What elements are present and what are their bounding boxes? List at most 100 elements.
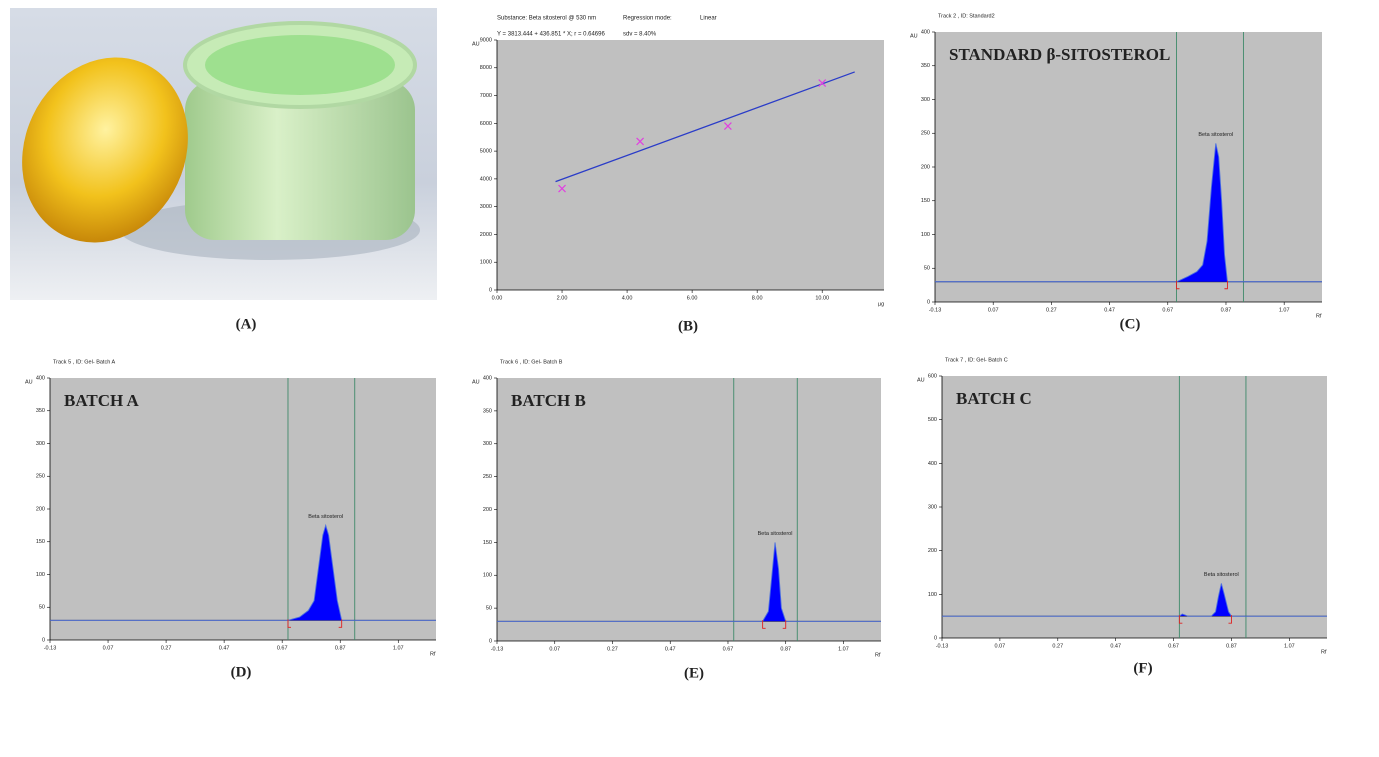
y-tick-label: 300: [921, 97, 930, 103]
y-tick-label: 100: [928, 592, 937, 598]
peak-label: Beta sitosterol: [758, 531, 793, 537]
header-text: sdv = 8.40%: [623, 32, 657, 38]
header-text: Y = 3813.444 + 436.851 * X; r = 0.64696: [497, 32, 605, 38]
integration-bracket: [762, 620, 766, 629]
y-tick-label: 7000: [480, 93, 492, 99]
y-tick-label: 0: [927, 299, 930, 305]
x-tick-label: 0.67: [1168, 643, 1179, 649]
x-tick-label: 6.00: [687, 295, 698, 301]
y-tick-label: 300: [36, 441, 45, 447]
x-tick-label: 10.00: [815, 295, 829, 301]
x-tick-label: 0.27: [607, 646, 618, 652]
y-tick-label: 250: [483, 474, 492, 480]
plot-area: [50, 378, 436, 640]
y-tick-label: 50: [486, 606, 492, 612]
y-axis-label: AU: [472, 41, 480, 47]
x-tick-label: -0.13: [491, 646, 504, 652]
chart-panel: 0 50 100 150 200 250 300 350 400 -0.13 0.07 0.27 0.4…: [25, 359, 436, 657]
x-tick-label: 0.27: [1052, 643, 1063, 649]
y-tick-label: 0: [489, 638, 492, 644]
y-tick-label: 0: [934, 635, 937, 641]
x-tick-label: 0.87: [1226, 643, 1237, 649]
y-axis-label: AU: [917, 377, 925, 383]
caption: (A): [236, 316, 257, 332]
x-tick-label: 4.00: [622, 295, 633, 301]
x-tick-label: 0.27: [161, 645, 172, 651]
caption: (F): [1133, 660, 1152, 676]
x-tick-label: 0.00: [492, 295, 503, 301]
data-point: [636, 137, 645, 146]
y-tick-label: 400: [921, 29, 930, 35]
chart-panel: 0 100 200 300 400 500 600 -0.13 0.07 0.27 0.47 0.67…: [917, 357, 1327, 655]
x-tick-label: 1.07: [1279, 307, 1290, 313]
x-tick-label: 8.00: [752, 295, 763, 301]
integration-bracket: [287, 619, 291, 628]
caption: (D): [231, 664, 252, 680]
fit-line: [555, 71, 855, 183]
peak-area: [1179, 583, 1232, 617]
y-tick-label: 2000: [480, 232, 492, 238]
integration-bracket: [1228, 615, 1232, 624]
x-tick-label: 1.07: [1284, 643, 1295, 649]
y-axis-label: AU: [472, 379, 480, 385]
y-tick-label: 600: [928, 373, 937, 379]
x-axis-label: Rf: [1316, 313, 1322, 319]
header-text: Linear: [700, 16, 717, 22]
track-title: Track 2 , ID: Standard2: [938, 13, 995, 19]
track-title: Track 6 , ID: Gel- Batch B: [500, 359, 563, 365]
integration-bracket: [1176, 280, 1180, 290]
peak-label: Beta sitosterol: [1204, 572, 1239, 578]
plot-area: [497, 40, 884, 290]
y-tick-label: 350: [921, 63, 930, 69]
caption: (B): [678, 318, 698, 334]
header-text: Substance: Beta sitosterol @ 530 nm: [497, 16, 596, 22]
y-tick-label: 400: [928, 461, 937, 467]
x-axis-label: Rf: [1321, 649, 1327, 655]
chart-panel: 0 50 100 150 200 250 300 350 400 -0.13 0.07 0.27 0.4…: [472, 359, 881, 658]
photo: [10, 8, 437, 300]
panel-label: BATCH A: [64, 391, 140, 410]
y-tick-label: 300: [928, 504, 937, 510]
chart-panel: 0 50 100 150 200 250 300 350 400 -0.13 0.07 0.27 0.4…: [910, 13, 1322, 319]
caption: (E): [684, 665, 704, 681]
x-tick-label: 0.87: [335, 645, 346, 651]
y-tick-label: 150: [921, 198, 930, 204]
x-tick-label: 0.47: [1104, 307, 1115, 313]
x-tick-label: 0.07: [995, 643, 1006, 649]
panel-label: STANDARD β-SITOSTEROL: [949, 45, 1170, 64]
y-tick-label: 100: [483, 573, 492, 579]
y-tick-label: 100: [36, 572, 45, 578]
x-tick-label: 0.67: [1162, 307, 1173, 313]
x-axis-label: Rf: [875, 652, 881, 658]
peak-area: [1176, 143, 1228, 282]
y-tick-label: 200: [928, 548, 937, 554]
plot-area: [935, 32, 1322, 302]
integration-bracket: [338, 619, 343, 628]
x-axis-label: Rf: [430, 651, 436, 657]
y-tick-label: 0: [42, 637, 45, 643]
y-axis-label: AU: [910, 33, 918, 39]
y-tick-label: 3000: [480, 204, 492, 210]
trace-line: [497, 542, 881, 622]
plot-area: [942, 376, 1327, 638]
panel-label: BATCH B: [511, 391, 586, 410]
y-tick-label: 400: [483, 375, 492, 381]
y-tick-label: 1000: [480, 260, 492, 266]
y-tick-label: 200: [483, 507, 492, 513]
x-tick-label: 0.27: [1046, 307, 1057, 313]
x-tick-label: -0.13: [936, 643, 949, 649]
y-tick-label: 6000: [480, 121, 492, 127]
x-tick-label: 0.07: [103, 645, 114, 651]
y-tick-label: 500: [928, 417, 937, 423]
x-tick-label: 0.87: [1221, 307, 1232, 313]
x-tick-label: 0.07: [549, 646, 560, 652]
y-tick-label: 300: [483, 441, 492, 447]
y-tick-label: 400: [36, 375, 45, 381]
x-tick-label: -0.13: [929, 307, 942, 313]
x-tick-label: 0.47: [1110, 643, 1121, 649]
peak-label: Beta sitosterol: [1198, 132, 1233, 138]
chart-panel: 0 1000 2000 3000 4000 5000 6000 7000 8000 9000 0.0…: [472, 16, 884, 308]
track-title: Track 5 , ID: Gel- Batch A: [53, 359, 115, 365]
x-tick-label: 0.47: [219, 645, 230, 651]
y-tick-label: 350: [36, 408, 45, 414]
